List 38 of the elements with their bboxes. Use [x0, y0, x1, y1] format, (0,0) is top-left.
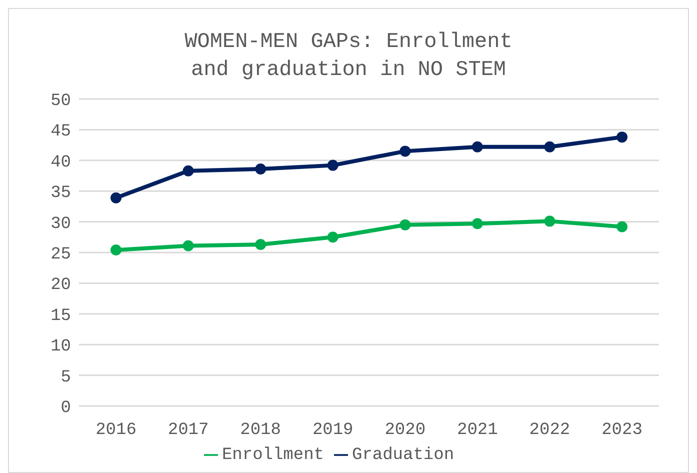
- point: [327, 232, 338, 243]
- y-tick-label: 30: [50, 214, 71, 234]
- point: [616, 132, 628, 143]
- x-tick-label: 2020: [384, 421, 426, 440]
- y-tick-label: 20: [50, 276, 71, 296]
- y-tick-label: 35: [50, 184, 71, 204]
- point: [400, 146, 411, 157]
- point: [255, 239, 266, 250]
- y-tick-label: 50: [50, 92, 71, 112]
- x-tick-label: 2022: [529, 421, 570, 440]
- legend-label: Enrollment: [222, 446, 324, 465]
- y-tick-label: 10: [50, 338, 71, 357]
- point: [472, 141, 483, 152]
- point: [544, 216, 556, 227]
- x-tick-label: 2019: [312, 421, 354, 440]
- point: [400, 219, 411, 230]
- legend-label: Graduation: [352, 446, 454, 465]
- y-tick-label: 0: [60, 399, 71, 418]
- point: [110, 192, 122, 204]
- point: [327, 160, 338, 171]
- point: [616, 221, 628, 232]
- point: [182, 240, 194, 252]
- point: [182, 165, 194, 176]
- y-tick-label: 15: [50, 306, 71, 326]
- point: [255, 163, 266, 174]
- point: [472, 218, 483, 230]
- x-tick-label: 2023: [602, 421, 642, 440]
- x-tick-label: 2018: [240, 421, 281, 440]
- y-tick-label: 45: [50, 122, 71, 142]
- y-tick-label: 5: [60, 368, 71, 388]
- x-tick-label: 2017: [168, 421, 209, 440]
- point: [544, 141, 556, 152]
- x-tick-label: 2016: [96, 421, 136, 440]
- y-tick-label: 40: [50, 153, 71, 172]
- chart-title: WOMEN-MEN GAPs: Enrollment and graduation in NO STEM: [184, 30, 514, 84]
- x-tick-label: 2021: [457, 421, 498, 440]
- y-tick-label: 25: [50, 246, 71, 265]
- point: [110, 244, 122, 256]
